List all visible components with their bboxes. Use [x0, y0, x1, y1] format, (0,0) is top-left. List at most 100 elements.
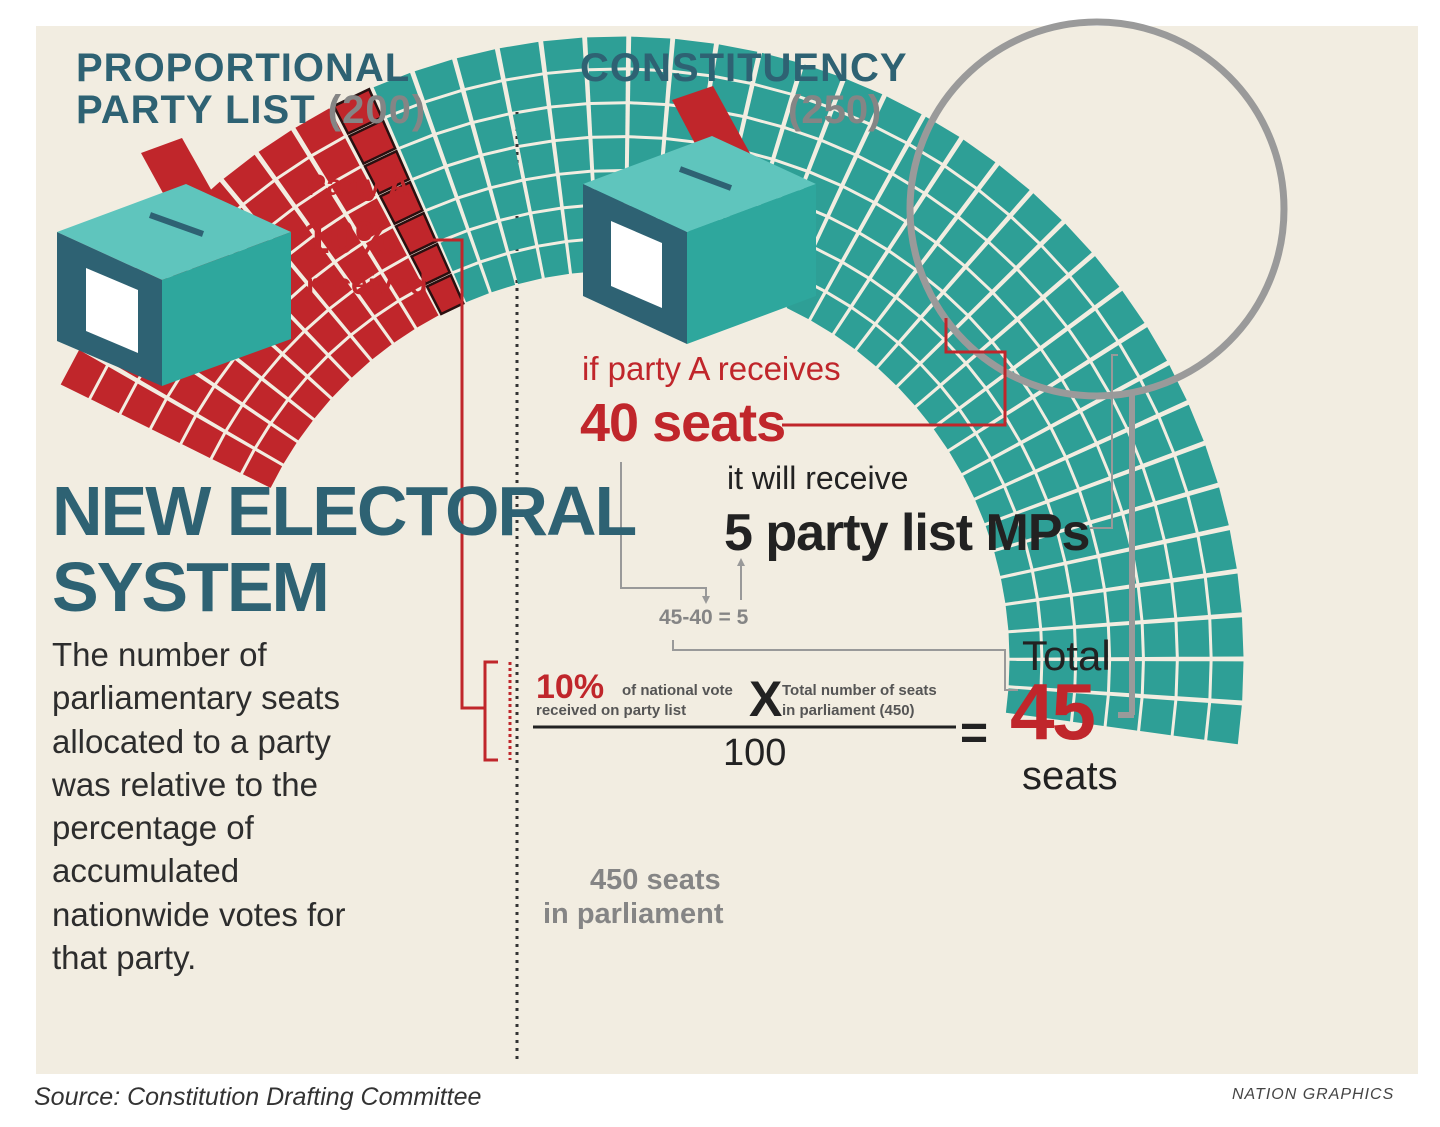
gray-connector-lines — [620, 354, 1118, 691]
ballot-box-icon-right — [583, 86, 816, 344]
formula-percent-desc-1: of national vote — [622, 682, 733, 699]
seat-cell — [844, 157, 889, 201]
seat-cell — [835, 79, 883, 123]
party-a-percent: 10% — [304, 211, 397, 263]
if-party-a-text: if party A receives — [582, 350, 841, 387]
seat-cell — [506, 75, 547, 112]
seat-cell — [1073, 693, 1107, 726]
seat-cell — [237, 333, 281, 377]
result-number: 45 — [1010, 667, 1096, 756]
seat-cell — [1199, 530, 1237, 574]
seat-cell — [1001, 572, 1036, 603]
seat-cell — [290, 378, 331, 419]
seat-cell — [1026, 534, 1064, 569]
description-line: was relative to the — [52, 765, 318, 803]
heading-party-list: PARTY LIST (200) — [76, 88, 427, 132]
seat-cell — [60, 349, 106, 399]
seat-cell — [242, 450, 283, 488]
seat-cell — [834, 309, 874, 349]
seat-cell — [878, 345, 918, 386]
seat-cell — [1042, 660, 1075, 690]
seat-cell — [519, 142, 556, 179]
seat-cell — [587, 36, 627, 69]
seat-cell — [873, 96, 922, 142]
seat-cell — [1019, 247, 1067, 295]
seat-cell — [307, 311, 349, 353]
seat-cell — [939, 218, 986, 265]
seat-cell — [1039, 690, 1073, 722]
red-connector-lines — [430, 238, 1007, 762]
seat-cell — [815, 218, 857, 260]
seat-cell — [942, 365, 984, 407]
heading-constituency-count: (250) — [788, 88, 882, 132]
seat-cell — [946, 139, 996, 187]
seat-cell — [1160, 404, 1204, 452]
seat-cell — [317, 216, 361, 260]
seat-cell — [827, 264, 868, 305]
seat-cell — [1091, 515, 1130, 554]
seat-cell — [970, 294, 1015, 339]
seat-cell — [1008, 631, 1041, 658]
seat-cell — [994, 271, 1041, 317]
seat-cell — [1177, 661, 1210, 699]
seat-cell — [1052, 413, 1095, 456]
seat-cell — [1211, 661, 1244, 701]
seat-cell — [1037, 460, 1077, 500]
source-credit: Source: Constitution Drafting Committee — [34, 1083, 482, 1111]
seat-cell — [590, 104, 626, 136]
seat-cell — [555, 139, 591, 173]
seat-cell — [1173, 578, 1208, 618]
seat-cell — [376, 302, 415, 343]
seat-cell — [1076, 626, 1109, 658]
seat-cell — [465, 82, 508, 121]
seat-cell — [1059, 524, 1097, 562]
heading-party-list-count: (200) — [327, 88, 427, 132]
seat-cell — [1068, 446, 1109, 488]
seat-cell — [309, 264, 353, 308]
seat-cell — [859, 127, 906, 171]
parliament-label-2: in parliament — [543, 898, 724, 930]
seat-cell — [918, 245, 963, 290]
seat-cell — [223, 154, 273, 203]
seat-cell — [933, 411, 974, 450]
seat-cell — [1110, 661, 1142, 694]
seat-cell — [427, 200, 467, 240]
description-line: that party. — [52, 939, 197, 977]
seat-cell — [1005, 601, 1040, 631]
parliament-label-1: 450 seats — [590, 864, 721, 896]
seat-cell — [785, 96, 830, 138]
seat-cell — [898, 365, 939, 406]
formula-multiply-sign: X — [749, 671, 783, 727]
seat-cell — [630, 36, 671, 70]
seat-cell — [459, 190, 497, 229]
seat-cell — [394, 211, 438, 256]
seat-cell — [739, 118, 781, 158]
seat-cell — [1039, 597, 1073, 628]
seat-cell — [860, 205, 905, 248]
seat-cell — [1076, 661, 1109, 692]
seat-cell — [900, 319, 942, 362]
seat-cell — [365, 228, 407, 270]
seat-cell — [1070, 310, 1117, 358]
seat-cell — [1017, 503, 1056, 540]
seat-cell — [1156, 496, 1196, 540]
seat-cell — [121, 383, 165, 428]
seat-cell — [977, 417, 1019, 457]
seat-cell — [630, 70, 668, 103]
seat-cell — [1177, 619, 1210, 657]
seat-cell — [1092, 345, 1138, 392]
seat-cell — [551, 105, 589, 140]
seat-cell — [1144, 457, 1186, 502]
description-line: nationwide votes for — [52, 895, 346, 933]
party-list-mps-text: 5 party list MPs — [724, 504, 1090, 562]
seat-cell — [481, 255, 516, 293]
will-receive-text: it will receive — [727, 460, 909, 496]
seat-cell — [448, 157, 488, 197]
formula-percent-desc-2: received on party list — [536, 702, 687, 719]
seat-cell — [283, 285, 327, 329]
seat-cell — [975, 487, 1014, 524]
result-total-label: Total — [1022, 632, 1111, 679]
seat-cell — [1207, 703, 1242, 745]
seat-cell — [898, 272, 941, 316]
seat-cell — [811, 293, 849, 334]
